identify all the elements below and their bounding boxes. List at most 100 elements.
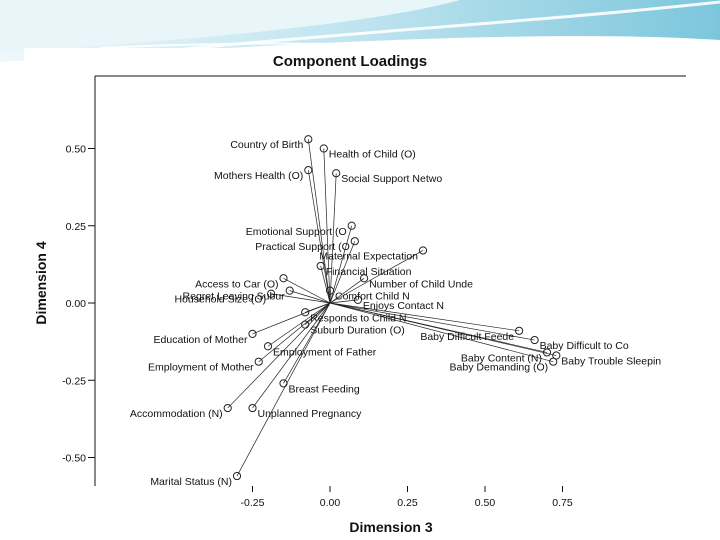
x-tick-label: 0.00	[320, 497, 341, 509]
point-baby-demanding-o	[549, 357, 558, 366]
y-tick-label: 0.50	[66, 144, 87, 156]
point-maternal-expectation	[418, 246, 428, 255]
label-baby-content-n: Baby Content (N)	[461, 352, 542, 364]
x-axis-label: Dimension 3	[349, 519, 432, 535]
label-baby-demanding-o: Baby Demanding (O)	[450, 362, 549, 374]
vector-regret-leaving-subur	[289, 290, 331, 304]
vector-number-of-child-unde	[329, 277, 365, 304]
x-tick-label: 0.75	[552, 497, 573, 509]
point-mothers-health-o	[304, 166, 313, 175]
vector-financial-situation	[320, 265, 331, 304]
point-number-of-child-unde	[360, 274, 369, 283]
vector-baby-difficult-to-co	[329, 302, 535, 341]
point-employment-of-mother	[254, 357, 263, 366]
vector-marital-status-n	[236, 302, 331, 477]
vector-social-support-netwo	[329, 173, 337, 304]
label-number-of-child-unde: Number of Child Unde	[369, 278, 473, 290]
loading-points	[223, 135, 561, 481]
vector-household-size-o	[271, 293, 331, 304]
x-tick-label: -0.25	[241, 497, 265, 509]
x-tick-label: 0.50	[475, 497, 496, 509]
point-household-size-o	[267, 289, 276, 298]
banner-swoosh-front	[0, 0, 460, 52]
label-baby-difficult-feede: Baby Difficult Feede	[420, 331, 514, 343]
label-accommodation-n: Accommodation (N)	[130, 408, 223, 420]
label-regret-leaving-subur: Regret Leaving Subur	[183, 291, 286, 303]
label-education-of-mother: Education of Mother	[154, 334, 248, 346]
point-comfort-child-n	[325, 286, 335, 295]
label-employment-of-mother: Employment of Mother	[148, 362, 254, 374]
vector-employment-of-mother	[258, 302, 331, 362]
vector-baby-difficult-feede	[329, 302, 520, 332]
point-baby-difficult-feede	[515, 326, 524, 335]
vector-mothers-health-o	[307, 170, 331, 304]
label-health-of-child-o: Health of Child (O)	[329, 149, 416, 161]
point-responds-to-child-n	[301, 308, 310, 317]
vector-baby-demanding-o	[329, 302, 554, 363]
point-marital-status-n	[232, 471, 242, 481]
vector-maternal-expectation	[329, 250, 424, 304]
y-tick-label: 0.25	[66, 221, 87, 233]
label-comfort-child-n: Comfort Child N	[335, 291, 410, 303]
vector-country-of-birth	[307, 139, 331, 304]
point-enjoys-contact-n	[353, 295, 362, 305]
point-access-to-car-o	[279, 274, 288, 283]
y-tick-label: -0.25	[62, 375, 86, 387]
x-tick-label: 0.25	[397, 497, 418, 509]
label-financial-situation: Financial Situation	[326, 266, 412, 278]
label-emotional-support-o: Emotional Support (O	[246, 226, 347, 238]
label-marital-status-n: Marital Status (N)	[150, 476, 232, 488]
point-accommodation-n	[223, 403, 232, 413]
x-ticks: -0.25 0.00 0.25 0.50 0.75	[241, 486, 573, 509]
y-axis-label: Dimension 4	[33, 241, 49, 324]
label-responds-to-child-n: Responds to Child N	[310, 312, 406, 324]
label-country-of-birth: Country of Birth	[230, 139, 303, 151]
vector-health-of-child-o	[323, 148, 331, 304]
vector-employment-of-father	[267, 302, 331, 347]
point-unplanned-pregnancy	[248, 403, 257, 413]
loading-vectors	[227, 139, 557, 477]
point-suburb-duration-o	[301, 320, 310, 329]
point-financial-situation	[316, 261, 325, 271]
label-baby-trouble-sleepin: Baby Trouble Sleepin	[561, 356, 661, 368]
vector-education-of-mother	[252, 302, 331, 335]
vector-access-to-car-o	[283, 277, 331, 304]
label-household-size-o: Household Size (O)	[174, 294, 266, 306]
label-social-support-netwo: Social Support Netwo	[341, 173, 442, 185]
point-employment-of-father	[263, 342, 273, 351]
vector-baby-trouble-sleepin	[329, 302, 557, 356]
decorative-banner	[0, 0, 720, 90]
label-employment-of-father: Employment of Father	[273, 346, 377, 358]
label-mothers-health-o: Mothers Health (O)	[214, 170, 303, 182]
point-practical-support-o	[350, 237, 359, 246]
label-access-to-car-o: Access to Car (O)	[195, 278, 278, 290]
point-baby-difficult-to-co	[530, 335, 539, 345]
vector-enjoys-contact-n	[329, 299, 358, 304]
point-health-of-child-o	[319, 144, 328, 153]
point-country-of-birth	[304, 135, 313, 144]
label-breast-feeding: Breast Feeding	[289, 383, 360, 395]
vector-breast-feeding	[283, 302, 331, 384]
chart-title: Component Loadings	[272, 53, 428, 70]
point-regret-leaving-subur	[285, 286, 294, 295]
banner-stroke-2	[99, 42, 421, 49]
label-suburb-duration-o: Suburb Duration (O)	[310, 325, 405, 337]
point-education-of-mother	[248, 329, 257, 338]
label-baby-difficult-to-co: Baby Difficult to Co	[540, 340, 629, 352]
label-unplanned-pregnancy: Unplanned Pregnancy	[258, 408, 363, 420]
label-practical-support-o: Practical Support (O	[255, 241, 350, 253]
vector-unplanned-pregnancy	[252, 302, 331, 409]
point-social-support-netwo	[332, 169, 341, 178]
label-enjoys-contact-n: Enjoys Contact N	[363, 300, 444, 312]
y-tick-label: 0.00	[66, 298, 87, 310]
point-emotional-support-o	[347, 221, 356, 230]
point-baby-content-n	[542, 348, 552, 357]
banner-white-panel	[24, 48, 720, 90]
vector-accommodation-n	[227, 302, 331, 409]
loading-labels: Country of Birth Health of Child (O) Mothe…	[130, 139, 661, 488]
label-maternal-expectation: Maternal Expectation	[319, 250, 418, 262]
y-ticks: -0.50 -0.25 0.00 0.25 0.50	[62, 144, 95, 465]
point-breast-feeding	[279, 379, 288, 388]
vector-practical-support-o	[329, 241, 356, 304]
